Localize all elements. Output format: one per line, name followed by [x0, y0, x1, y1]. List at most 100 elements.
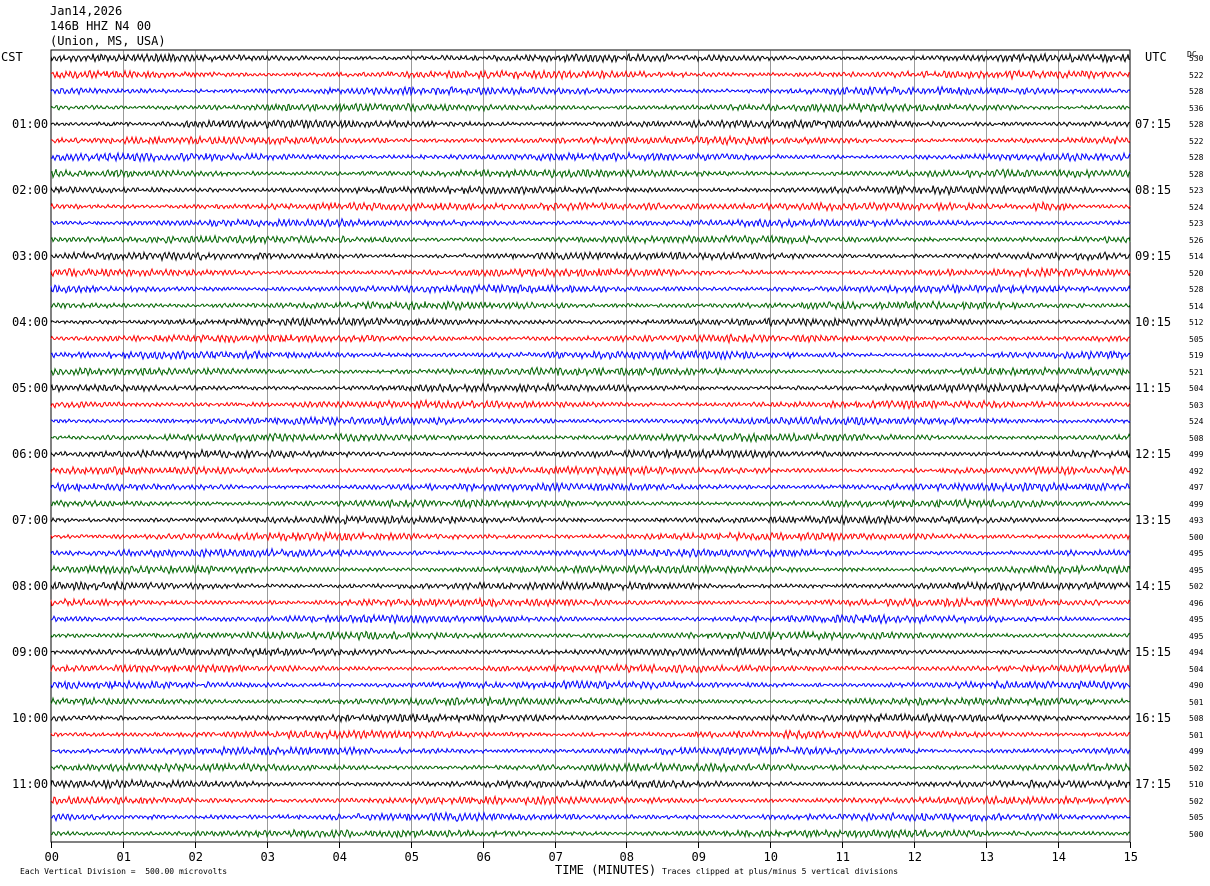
x-tick-label: 04 [332, 850, 347, 864]
dc-offset-label: 508 [1189, 433, 1204, 443]
trace-line [50, 613, 1131, 625]
plot-frame [50, 49, 1131, 843]
trace-line [50, 712, 1131, 724]
trace-line [50, 662, 1131, 675]
dc-offset-label: 504 [1189, 664, 1204, 674]
x-tick-label: 11 [835, 850, 850, 864]
trace-line [51, 68, 1131, 81]
right-timezone-label: UTC [1145, 50, 1167, 64]
trace-line [50, 102, 1131, 114]
x-tick-label: 08 [619, 850, 634, 864]
dc-offset-label: 500 [1189, 829, 1204, 839]
dc-offset-label: 523 [1189, 186, 1204, 195]
dc-offset-label: 536 [1189, 103, 1204, 113]
x-tick-label: 07 [548, 850, 563, 864]
trace-line [50, 547, 1131, 559]
trace-line [50, 85, 1131, 97]
dc-offset-label: 512 [1189, 318, 1204, 327]
trace-line [50, 563, 1131, 576]
trace-line [50, 777, 1131, 791]
trace-line [50, 299, 1131, 312]
left-hour-label: 07:00 [12, 513, 49, 527]
x-tick-label: 15 [1123, 850, 1138, 864]
dc-offset-label: 499 [1189, 747, 1204, 756]
dc-header: DC [1187, 50, 1197, 59]
trace-line [50, 184, 1131, 197]
left-hour-label: 05:00 [12, 381, 49, 395]
x-tick-label: 02 [188, 850, 203, 864]
header-location: (Union, MS, USA) [50, 34, 166, 48]
trace-line [50, 497, 1131, 510]
right-hour-label: 12:15 [1135, 447, 1172, 461]
dc-offset-label: 530 [1189, 54, 1204, 63]
dc-offset-label: 526 [1189, 235, 1204, 245]
trace-line [50, 316, 1131, 328]
dc-offset-label: 508 [1189, 714, 1204, 723]
trace-line [50, 431, 1131, 444]
dc-offset-label: 490 [1189, 681, 1204, 690]
dc-offset-label: 495 [1189, 631, 1204, 641]
dc-offset-label: 497 [1189, 483, 1204, 492]
dc-offset-label: 505 [1189, 813, 1204, 822]
trace-line [50, 333, 1131, 345]
left-hour-label: 03:00 [12, 249, 49, 263]
dc-offset-label: 502 [1189, 582, 1204, 591]
dc-offset-label: 522 [1189, 136, 1204, 146]
dc-offset-label: 502 [1189, 796, 1204, 806]
trace-line [50, 810, 1131, 823]
dc-offset-label: 528 [1189, 169, 1204, 179]
trace-line [50, 398, 1131, 411]
trace-line [50, 828, 1131, 840]
x-tick-label: 06 [476, 850, 491, 864]
right-hour-label: 11:15 [1135, 381, 1172, 395]
x-tick-label: 03 [260, 850, 275, 864]
trace-line [50, 250, 1131, 263]
dc-offset-label: 492 [1189, 466, 1204, 476]
right-hour-label: 14:15 [1135, 579, 1172, 593]
trace-line [50, 365, 1131, 378]
dc-offset-label: 495 [1189, 549, 1204, 558]
dc-offset-label: 503 [1189, 400, 1204, 410]
x-tick-label: 12 [907, 850, 922, 864]
left-hour-label: 04:00 [12, 315, 49, 329]
dc-offset-label: 528 [1189, 87, 1204, 96]
trace-line [50, 481, 1131, 493]
dc-offset-label: 495 [1189, 615, 1204, 624]
trace-line [50, 283, 1131, 295]
header-station: 146B HHZ N4 00 [50, 19, 152, 33]
dc-offset-label: 505 [1189, 334, 1204, 344]
dc-offset-label: 521 [1189, 367, 1204, 377]
dc-offset-label: 499 [1189, 450, 1204, 459]
right-hour-label: 07:15 [1135, 117, 1172, 131]
right-hour-label: 15:15 [1135, 645, 1172, 659]
trace-line [50, 530, 1131, 543]
dc-offset-label: 495 [1189, 565, 1204, 575]
scale-note: Each Vertical Division = 500.00 microvol… [20, 867, 228, 876]
dc-offset-label: 493 [1189, 516, 1204, 525]
dc-offset-label: 501 [1189, 697, 1204, 707]
dc-offset-label: 528 [1189, 120, 1204, 129]
trace-line [50, 646, 1131, 659]
trace-line [50, 381, 1131, 394]
trace-line [50, 266, 1131, 279]
trace-line [50, 118, 1131, 130]
trace-line [50, 134, 1131, 147]
dc-offset-label: 524 [1189, 417, 1204, 426]
trace-line [50, 52, 1131, 64]
dc-offset-label: 501 [1189, 730, 1204, 740]
dc-offset-label: 514 [1189, 301, 1204, 311]
dc-offset-label: 499 [1189, 499, 1204, 509]
trace-line [50, 629, 1131, 642]
left-hour-label: 10:00 [12, 711, 49, 725]
right-hour-label: 17:15 [1135, 777, 1172, 791]
x-tick-label: 01 [116, 850, 131, 864]
trace-line [50, 679, 1131, 691]
left-hour-label: 11:00 [12, 777, 49, 791]
trace-line [50, 348, 1131, 361]
x-tick-label: 14 [1051, 850, 1066, 864]
trace-line [50, 514, 1131, 527]
dc-offset-label: 494 [1189, 648, 1204, 657]
left-timezone-label: CST [1, 50, 23, 64]
right-hour-label: 13:15 [1135, 513, 1172, 527]
